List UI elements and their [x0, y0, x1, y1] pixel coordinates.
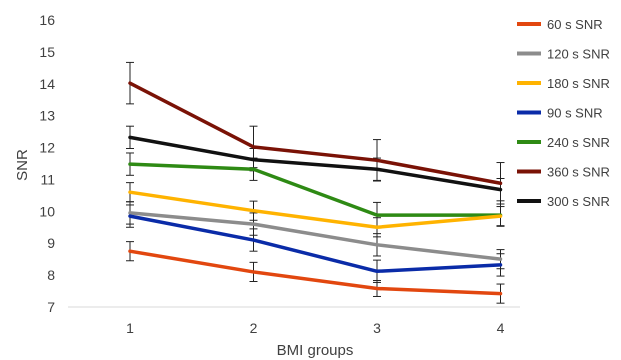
legend-label: 90 s SNR [547, 106, 603, 121]
legend-item: 60 s SNR [517, 17, 603, 32]
legend-label: 240 s SNR [547, 135, 610, 150]
x-tick-label: 4 [497, 320, 505, 336]
legend-label: 180 s SNR [547, 76, 610, 91]
series-line-60-s-snr [128, 249, 503, 296]
legend: 60 s SNR 120 s SNR 180 s SNR 90 s SNR 240 s … [517, 17, 610, 209]
legend-item: 300 s SNR [517, 194, 610, 209]
series-line-180-s-snr [128, 190, 503, 230]
y-tick-label: 14 [39, 76, 55, 92]
series-line-240-s-snr [128, 162, 503, 217]
legend-label: 300 s SNR [547, 194, 610, 209]
x-axis-ticks: 1 2 3 4 [126, 320, 505, 336]
x-tick-label: 1 [126, 320, 134, 336]
x-tick-label: 2 [250, 320, 258, 336]
x-axis-label: BMI groups [277, 342, 354, 359]
y-tick-label: 11 [40, 171, 55, 187]
y-axis-ticks: 7 8 9 10 11 12 13 14 15 16 [39, 12, 55, 315]
plot-area [126, 61, 505, 304]
y-tick-label: 12 [39, 140, 55, 156]
legend-label: 360 s SNR [547, 165, 610, 180]
y-tick-label: 15 [39, 44, 55, 60]
series-line-360-s-snr [128, 81, 503, 186]
legend-item: 180 s SNR [517, 76, 610, 91]
series-line-90-s-snr [128, 214, 503, 274]
legend-item: 360 s SNR [517, 165, 610, 180]
y-tick-label: 13 [39, 108, 55, 124]
legend-item: 240 s SNR [517, 135, 610, 150]
legend-label: 120 s SNR [547, 47, 610, 62]
legend-label: 60 s SNR [547, 17, 603, 32]
y-tick-label: 10 [39, 203, 55, 219]
series-line-120-s-snr [128, 211, 503, 261]
x-tick-label: 3 [373, 320, 381, 336]
series-line-300-s-snr [128, 135, 503, 192]
y-tick-label: 16 [39, 12, 55, 28]
y-tick-label: 9 [47, 235, 55, 251]
y-tick-label: 7 [47, 299, 55, 315]
y-axis-label: SNR [14, 149, 31, 181]
legend-item: 120 s SNR [517, 47, 610, 62]
legend-item: 90 s SNR [517, 106, 603, 121]
y-tick-label: 8 [47, 267, 55, 283]
